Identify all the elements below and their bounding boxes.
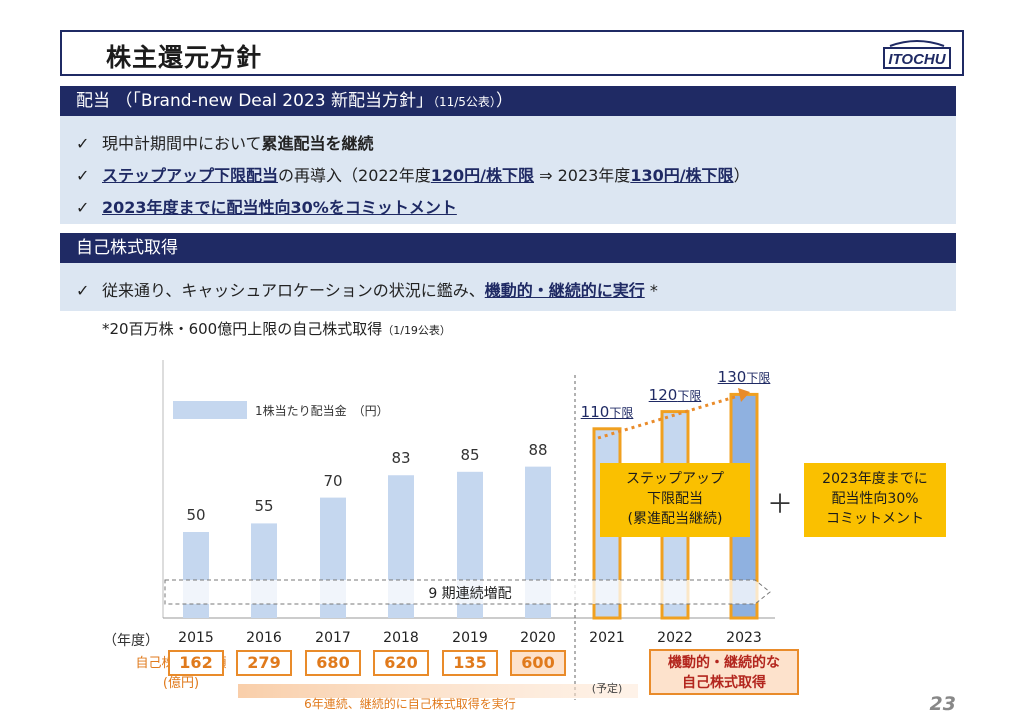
bullet-underlined: 2023年度までに配当性向30%をコミットメント [102, 198, 457, 217]
dividend-bullet-3: ✓ 2023年度までに配当性向30%をコミットメント [76, 194, 457, 218]
bar-value: 130 [717, 368, 747, 387]
dividend-section-title-end: ） [495, 91, 513, 111]
bar-value-label-2022: 120下限 [630, 386, 720, 404]
callout-line: (累進配当継続) [627, 511, 723, 527]
bar-value-label-2018: 83 [356, 449, 446, 467]
callout-line: 2023年度までに [822, 471, 928, 487]
bar-value: 83 [391, 449, 411, 468]
bar-value: 50 [186, 506, 206, 524]
page-number: 23 [929, 693, 956, 715]
bullet-text: 従来通り、キャッシュアロケーションの状況に鑑み、 [102, 281, 485, 300]
dividend-bullet-2: ✓ ステップアップ下限配当の再導入（2022年度120円/株下限 ⇒ 2023年度… [76, 162, 750, 186]
dividend-bullet-1: ✓ 現中計期間中において累進配当を継続 [76, 130, 374, 154]
trend-arrow-head [738, 388, 750, 402]
bullet-underlined: ステップアップ下限配当 [102, 166, 279, 185]
bar-value-label-2016: 55 [219, 497, 309, 515]
check-icon: ✓ [76, 198, 90, 217]
year-label-2019: 2019 [452, 630, 488, 646]
bar-value-label-2017: 70 [288, 472, 378, 490]
year-label-2016: 2016 [246, 630, 282, 646]
buyback-label-line: (億円) [162, 676, 200, 691]
nine-year-banner-arrow [164, 579, 771, 605]
commitment-callout: 2023年度までに 配当性向30% コミットメント [804, 463, 946, 537]
buyback-value-2017: 680 [305, 650, 361, 676]
year-label-2023: 2023 [726, 630, 762, 646]
bar-value-label-2020: 88 [493, 441, 583, 459]
bullet-underlined: 機動的・継続的に実行 [484, 281, 645, 300]
check-icon: ✓ [76, 134, 90, 153]
nine-year-banner-text: 9 期連続増配 [428, 586, 512, 602]
bar-value-label-2019: 85 [425, 446, 515, 464]
dividend-section-body: ✓ 現中計期間中において累進配当を継続 ✓ ステップアップ下限配当の再導入（2022… [60, 116, 956, 224]
buyback-value-2015: 162 [168, 650, 224, 676]
buyback-value-2020: 600 [510, 650, 566, 676]
buyback-section-body: ✓ 従来通り、キャッシュアロケーションの状況に鑑み、機動的・継続的に実行 * [60, 263, 956, 311]
bar-value-label-2015: 50 [151, 506, 241, 524]
dividend-section-bar: 配当 （「Brand-new Deal 2023 新配当方針」（11/5公表）） [60, 86, 956, 116]
future-buyback-line: 自己株式取得 [682, 675, 766, 691]
trend-arrow-line [597, 394, 739, 440]
bullet-arrow-text: ⇒ 2023年度 [534, 166, 631, 185]
note-date: （1/19公表） [382, 324, 451, 337]
bar-value: 120 [648, 385, 678, 404]
year-axis-label: （年度） [103, 633, 159, 649]
dividend-section-title: 配当 （「Brand-new Deal 2023 新配当方針」 [76, 91, 433, 111]
buyback-banner-text: 6年連続、継続的に自己株式取得を実行 [304, 697, 516, 711]
callout-line: 配当性向30% [831, 491, 919, 507]
bullet-bold: 累進配当を継続 [261, 134, 374, 153]
bar-value-suffix: 下限 [677, 388, 702, 403]
bar-value: 85 [460, 445, 480, 464]
year-label-2017: 2017 [315, 630, 351, 646]
year-label-2022: 2022 [657, 630, 693, 646]
buyback-note: *20百万株・600億円上限の自己株式取得（1/19公表） [102, 318, 451, 339]
buyback-banner-bar [238, 684, 638, 698]
legend-label: 1株当たり配当金 （円） [255, 404, 389, 418]
step-up-callout: ステップアップ 下限配当 (累進配当継続) [600, 463, 750, 537]
buyback-value-2019: 135 [442, 650, 498, 676]
buyback-section-bar: 自己株式取得 [60, 233, 956, 263]
bullet-text-end: ） [733, 166, 750, 185]
bar-value-suffix: 下限 [609, 405, 634, 420]
callout-line: 下限配当 [647, 491, 703, 507]
year-label-2021: 2021 [589, 630, 625, 646]
svg-text:ITOCHU: ITOCHU [888, 51, 946, 68]
dividend-section-date: （11/5公表） [432, 95, 496, 109]
bar-value-label-2023: 130下限 [699, 368, 789, 386]
bullet-text: 現中計期間中において [102, 134, 262, 153]
bullet-star: * [644, 281, 658, 300]
bar-2015 [183, 532, 209, 618]
bullet-text: の再導入（2022年度 [278, 166, 431, 185]
page-title: 株主還元方針 [106, 43, 263, 72]
year-label-2015: 2015 [178, 630, 214, 646]
callout-line: コミットメント [826, 511, 924, 527]
year-label-2020: 2020 [520, 630, 556, 646]
title-box: 株主還元方針 ITOCHU [60, 30, 964, 76]
bar-value-suffix: 下限 [746, 371, 771, 386]
callout-line: ステップアップ [626, 471, 724, 487]
bar-value: 70 [323, 471, 343, 490]
plus-sign: ＋ [766, 490, 793, 520]
future-buyback-line: 機動的・継続的な [668, 655, 780, 671]
check-icon: ✓ [76, 281, 90, 300]
bullet-value-2023: 130円/株下限 [630, 166, 734, 185]
itochu-logo: ITOCHU [883, 40, 951, 69]
bullet-value-2022: 120円/株下限 [430, 166, 534, 185]
buyback-bullet: ✓ 従来通り、キャッシュアロケーションの状況に鑑み、機動的・継続的に実行 * [76, 277, 658, 301]
buyback-section-title: 自己株式取得 [76, 238, 178, 258]
buyback-note-2021: (予定) [591, 682, 623, 695]
future-buyback-box: 機動的・継続的な 自己株式取得 [649, 649, 799, 695]
bar-value: 110 [580, 402, 610, 421]
buyback-value-2018: 620 [373, 650, 429, 676]
bar-value-label-2021: 110下限 [562, 403, 652, 421]
buyback-value-2016: 279 [236, 650, 292, 676]
bar-value: 55 [254, 497, 274, 516]
check-icon: ✓ [76, 166, 90, 185]
bar-value: 88 [528, 440, 548, 459]
legend-swatch [173, 401, 247, 419]
year-label-2018: 2018 [383, 630, 419, 646]
note-text: *20百万株・600億円上限の自己株式取得 [102, 320, 383, 338]
